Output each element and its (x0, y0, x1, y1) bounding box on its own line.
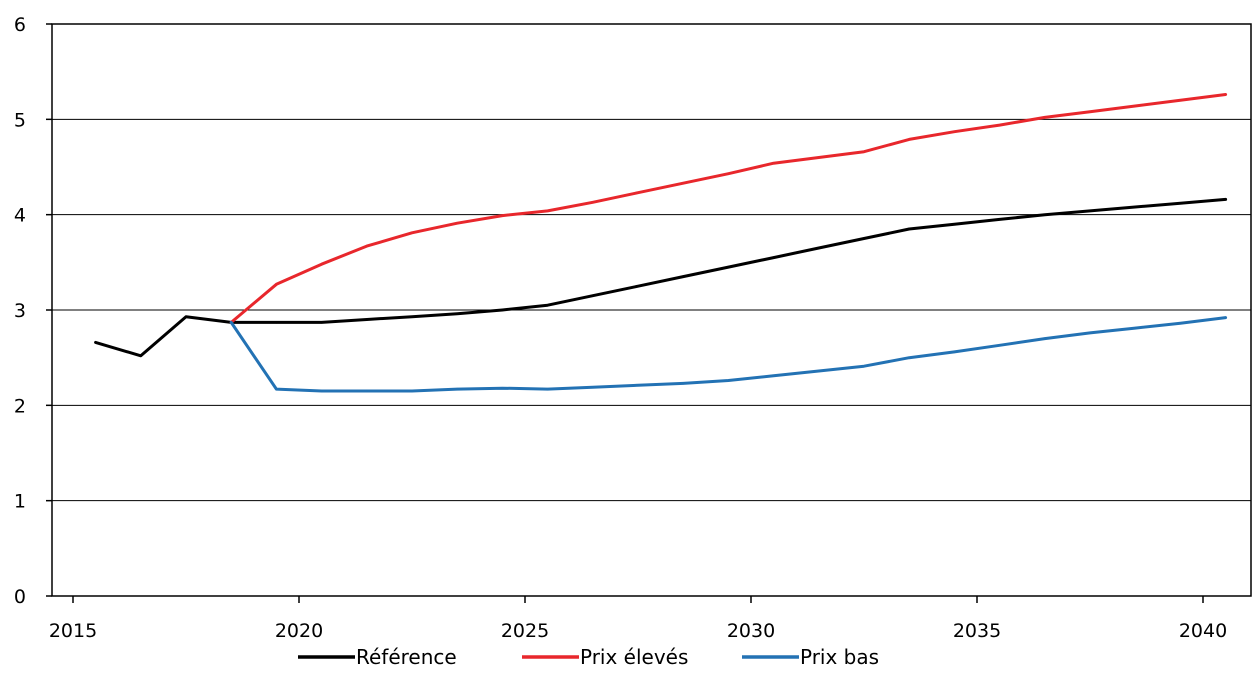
plot-frame (51, 23, 1252, 597)
data-point (365, 318, 368, 321)
data-point (682, 182, 685, 185)
data-point (998, 218, 1001, 221)
data-point (772, 161, 775, 165)
data-point (591, 294, 594, 297)
y-tick-label: 0 (14, 586, 26, 608)
data-point (591, 201, 594, 204)
data-point (862, 365, 866, 368)
data-point (94, 341, 97, 344)
data-point (320, 321, 323, 324)
data-point (682, 382, 685, 385)
data-point (501, 214, 504, 217)
data-point (184, 315, 188, 318)
data-point (365, 244, 368, 248)
data-point (320, 389, 323, 393)
data-point (1088, 209, 1092, 213)
data-point (1134, 205, 1137, 209)
x-tick-label: 2025 (501, 620, 549, 642)
data-point (230, 321, 233, 324)
data-point (501, 386, 504, 390)
data-point (1088, 110, 1092, 113)
data-point (275, 321, 278, 324)
data-point (410, 231, 414, 234)
data-point (908, 227, 911, 231)
data-point (862, 150, 866, 153)
data-point (953, 223, 956, 226)
data-point (1134, 104, 1137, 108)
data-point (727, 265, 730, 269)
data-point (1224, 93, 1227, 96)
data-point (1043, 337, 1047, 340)
y-tick-label: 6 (14, 14, 26, 36)
data-point (998, 344, 1001, 347)
data-point (139, 354, 142, 357)
data-point (546, 387, 549, 391)
data-point (365, 389, 368, 393)
y-tick-labels: 0 1 2 3 4 5 6 (14, 14, 26, 608)
data-point (862, 237, 866, 240)
data-point (275, 387, 278, 391)
data-point (1179, 322, 1182, 325)
data-point (456, 312, 459, 316)
x-tick-label: 2040 (1179, 620, 1227, 642)
y-tick-label: 2 (14, 395, 26, 417)
data-point (953, 350, 956, 354)
y-tick-label: 4 (14, 205, 26, 227)
data-point (817, 156, 820, 159)
legend-label: Prix bas (800, 645, 879, 669)
data-point (636, 191, 640, 194)
data-point (410, 315, 414, 318)
data-point (636, 384, 640, 387)
data-point (546, 209, 549, 213)
x-tick-label: 2015 (49, 620, 97, 642)
x-tick-labels: 2015 2020 2025 2030 2035 2040 (49, 620, 1227, 642)
data-point (275, 283, 278, 286)
data-point (320, 263, 323, 266)
legend-label: Prix élevés (580, 645, 688, 669)
series-lines (94, 93, 1228, 393)
data-point (410, 389, 414, 393)
data-point (1043, 116, 1047, 119)
data-point (727, 172, 730, 175)
legend-label: Référence (356, 645, 457, 669)
data-point (591, 386, 594, 389)
data-point (1134, 326, 1137, 330)
data-point (636, 284, 640, 288)
data-point (772, 374, 775, 377)
data-point (501, 308, 504, 312)
data-point (817, 369, 820, 373)
data-point (456, 387, 459, 391)
data-point (953, 130, 956, 133)
data-point (1043, 213, 1047, 216)
data-point (1179, 99, 1182, 102)
y-tick-label: 5 (14, 109, 26, 131)
x-tick-label: 2030 (727, 620, 775, 642)
data-point (1179, 202, 1182, 205)
data-point (908, 138, 911, 141)
data-point (727, 379, 730, 382)
gridlines (52, 23, 1251, 502)
data-point (1224, 198, 1227, 201)
axes (46, 23, 1252, 603)
series-line-reference (94, 197, 1228, 358)
data-point (908, 356, 911, 359)
data-point (546, 304, 549, 307)
legend: Référence Prix élevés Prix bas (298, 645, 879, 669)
y-tick-label: 3 (14, 300, 26, 322)
y-tick-label: 1 (14, 491, 26, 513)
data-point (998, 123, 1001, 127)
data-point (1088, 331, 1092, 335)
series-line-prix-eleves (229, 93, 1228, 324)
x-tick-label: 2020 (275, 620, 323, 642)
data-point (1224, 316, 1227, 319)
data-point (456, 222, 459, 225)
data-point (682, 275, 685, 278)
data-point (772, 256, 775, 259)
x-tick-label: 2035 (953, 620, 1001, 642)
data-point (817, 246, 820, 250)
